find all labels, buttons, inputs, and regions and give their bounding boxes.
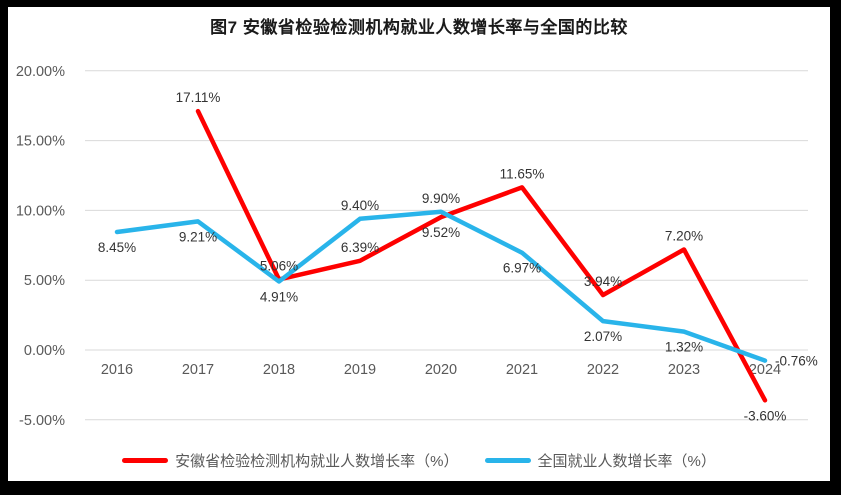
data-label: 9.52% (422, 225, 460, 240)
legend-line-swatch-blue (484, 458, 531, 463)
legend-line-swatch-red (122, 458, 169, 463)
data-label: 6.97% (503, 261, 541, 276)
data-label: 9.21% (179, 229, 217, 244)
data-label: -3.60% (744, 408, 787, 423)
y-axis-tick-label: 5.00% (24, 273, 65, 289)
x-axis-tick-label: 2017 (182, 362, 214, 378)
chart-title: 图7 安徽省检验检测机构就业人数增长率与全国的比较 (210, 18, 628, 37)
line-chart: 20.00% 15.00% 10.00% 5.00% 0.00% -5.00% 2016 20… (16, 64, 818, 429)
legend-label-national: 全国就业人数增长率（%） (537, 453, 716, 470)
y-axis-tick-label: 10.00% (16, 203, 65, 219)
data-label: 9.90% (422, 191, 460, 206)
data-label: 4.91% (260, 289, 298, 304)
data-label: 9.40% (341, 198, 379, 213)
series-line-0 (195, 108, 768, 403)
y-axis-tick-label: 0.00% (24, 343, 65, 359)
data-label: 3.94% (584, 274, 622, 289)
x-axis-tick-label: 2022 (587, 362, 619, 378)
data-label: 17.11% (176, 90, 221, 105)
legend-item-anhui: 安徽省检验检测机构就业人数增长率（%） (122, 450, 459, 471)
data-label: 5.06% (260, 258, 298, 273)
x-axis-tick-label: 2021 (506, 362, 538, 378)
y-axis-tick-label: 15.00% (16, 134, 65, 150)
data-label: 7.20% (665, 228, 703, 243)
y-axis-tick-label: 20.00% (16, 64, 65, 80)
data-label: -0.76% (775, 354, 818, 369)
data-label: 2.07% (584, 329, 622, 344)
y-axis-tick-label: -5.00% (19, 413, 65, 429)
data-label: 6.39% (341, 240, 379, 255)
x-axis-tick-label: 2018 (263, 362, 295, 378)
x-axis-tick-label: 2024 (749, 362, 781, 378)
x-axis-tick-label: 2020 (425, 362, 457, 378)
series-line-1 (114, 209, 768, 363)
data-label: 8.45% (98, 240, 136, 255)
x-axis-tick-label: 2019 (344, 362, 376, 378)
chart-legend: 安徽省检验检测机构就业人数增长率（%） 全国就业人数增长率（%） (8, 450, 830, 471)
data-label: 1.32% (665, 340, 703, 355)
x-axis-tick-label: 2023 (668, 362, 700, 378)
x-axis-tick-label: 2016 (101, 362, 133, 378)
data-label: 11.65% (500, 166, 545, 181)
legend-item-national: 全国就业人数增长率（%） (484, 450, 716, 471)
legend-label-anhui: 安徽省检验检测机构就业人数增长率（%） (175, 453, 459, 470)
